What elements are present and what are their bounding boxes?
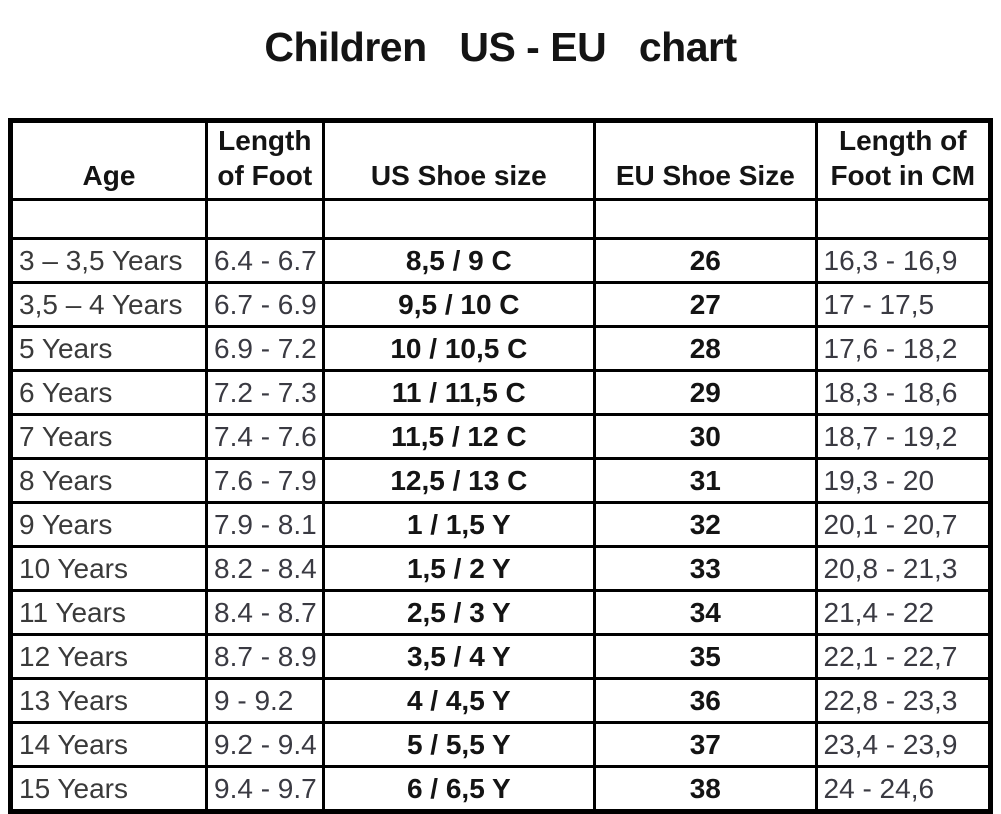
table-cell: 36 <box>593 677 818 724</box>
table-row: 3 – 3,5 Years 6.4 - 6.7 8,5 / 9 C 26 16,3 - … <box>9 237 993 284</box>
table-row: 8 Years 7.6 - 7.9 12,5 / 13 C 31 19,3 - 20 <box>9 457 993 504</box>
table-cell: 14 Years <box>9 721 208 768</box>
table-cell: 3,5 – 4 Years <box>9 281 208 328</box>
table-cell: 13 Years <box>9 677 208 724</box>
table-cell: 29 <box>593 369 818 416</box>
table-cell: 12 Years <box>9 633 208 680</box>
table-cell: 23,4 - 23,9 <box>814 721 993 768</box>
table-cell: 8.2 - 8.4 <box>205 545 325 592</box>
empty-cell <box>205 198 325 240</box>
table-cell: 26 <box>593 237 818 284</box>
table-cell: 7.4 - 7.6 <box>205 413 325 460</box>
table-cell: 16,3 - 16,9 <box>814 237 993 284</box>
table-row: 15 Years 9.4 - 9.7 6 / 6,5 Y 38 24 - 24,6 <box>9 765 993 813</box>
table-cell: 20,1 - 20,7 <box>814 501 993 548</box>
empty-cell <box>814 198 993 240</box>
table-row: 10 Years 8.2 - 8.4 1,5 / 2 Y 33 20,8 - 21,3 <box>9 545 993 592</box>
table-cell: 20,8 - 21,3 <box>814 545 993 592</box>
table-cell: 8.4 - 8.7 <box>205 589 325 636</box>
table-cell: 7.6 - 7.9 <box>205 457 325 504</box>
table-row: 13 Years 9 - 9.2 4 / 4,5 Y 36 22,8 - 23,3 <box>9 677 993 724</box>
table-cell: 38 <box>593 765 818 813</box>
table-cell: 8.7 - 8.9 <box>205 633 325 680</box>
col-header-us-size: US Shoe size <box>321 119 597 201</box>
table-cell: 7.2 - 7.3 <box>205 369 325 416</box>
table-cell: 15 Years <box>9 765 208 813</box>
table-cell: 21,4 - 22 <box>814 589 993 636</box>
table-cell: 12,5 / 13 C <box>321 457 597 504</box>
table-cell: 1 / 1,5 Y <box>321 501 597 548</box>
table-cell: 17 - 17,5 <box>814 281 993 328</box>
table-cell: 34 <box>593 589 818 636</box>
table-row: 7 Years 7.4 - 7.6 11,5 / 12 C 30 18,7 - 19,2 <box>9 413 993 460</box>
col-header-foot-length: Length of Foot <box>205 119 325 201</box>
empty-cell <box>9 198 208 240</box>
col-header-eu-size: EU Shoe Size <box>593 119 818 201</box>
table-cell: 11 Years <box>9 589 208 636</box>
table-cell: 28 <box>593 325 818 372</box>
table-cell: 6 / 6,5 Y <box>321 765 597 813</box>
table-cell: 19,3 - 20 <box>814 457 993 504</box>
table-cell: 33 <box>593 545 818 592</box>
table-row: 5 Years 6.9 - 7.2 10 / 10,5 C 28 17,6 - 18,2 <box>9 325 993 372</box>
table-cell: 18,7 - 19,2 <box>814 413 993 460</box>
table-row: 14 Years 9.2 - 9.4 5 / 5,5 Y 37 23,4 - 23,9 <box>9 721 993 768</box>
table-row: 3,5 – 4 Years 6.7 - 6.9 9,5 / 10 C 27 17 - 1… <box>9 281 993 328</box>
empty-cell <box>321 198 597 240</box>
table-cell: 22,1 - 22,7 <box>814 633 993 680</box>
table-cell: 8 Years <box>9 457 208 504</box>
table-cell: 10 / 10,5 C <box>321 325 597 372</box>
table-cell: 30 <box>593 413 818 460</box>
table-cell: 1,5 / 2 Y <box>321 545 597 592</box>
table-cell: 6.7 - 6.9 <box>205 281 325 328</box>
table-cell: 31 <box>593 457 818 504</box>
table-row: 12 Years 8.7 - 8.9 3,5 / 4 Y 35 22,1 - 22,7 <box>9 633 993 680</box>
table-cell: 9,5 / 10 C <box>321 281 597 328</box>
table-cell: 37 <box>593 721 818 768</box>
col-header-foot-cm: Length of Foot in CM <box>814 119 993 201</box>
size-chart-table: Age Length of Foot US Shoe size EU Shoe … <box>8 118 993 814</box>
table-cell: 8,5 / 9 C <box>321 237 597 284</box>
table-cell: 9.4 - 9.7 <box>205 765 325 813</box>
col-header-age: Age <box>9 119 208 201</box>
header-row: Age Length of Foot US Shoe size EU Shoe … <box>9 119 993 201</box>
table-cell: 6 Years <box>9 369 208 416</box>
table-cell: 17,6 - 18,2 <box>814 325 993 372</box>
table-cell: 4 / 4,5 Y <box>321 677 597 724</box>
table-row: 6 Years 7.2 - 7.3 11 / 11,5 C 29 18,3 - 18,6 <box>9 369 993 416</box>
table-cell: 6.4 - 6.7 <box>205 237 325 284</box>
table-cell: 11,5 / 12 C <box>321 413 597 460</box>
table-cell: 7 Years <box>9 413 208 460</box>
empty-cell <box>593 198 818 240</box>
table-cell: 32 <box>593 501 818 548</box>
table-cell: 5 Years <box>9 325 208 372</box>
table-cell: 7.9 - 8.1 <box>205 501 325 548</box>
table-cell: 9 Years <box>9 501 208 548</box>
spacer-row <box>9 198 993 240</box>
table-cell: 27 <box>593 281 818 328</box>
table-cell: 9.2 - 9.4 <box>205 721 325 768</box>
table-cell: 11 / 11,5 C <box>321 369 597 416</box>
table-cell: 24 - 24,6 <box>814 765 993 813</box>
table-cell: 35 <box>593 633 818 680</box>
table-cell: 5 / 5,5 Y <box>321 721 597 768</box>
table-cell: 6.9 - 7.2 <box>205 325 325 372</box>
table-cell: 2,5 / 3 Y <box>321 589 597 636</box>
table-row: 9 Years 7.9 - 8.1 1 / 1,5 Y 32 20,1 - 20,7 <box>9 501 993 548</box>
table-cell: 10 Years <box>9 545 208 592</box>
table-cell: 18,3 - 18,6 <box>814 369 993 416</box>
table-cell: 22,8 - 23,3 <box>814 677 993 724</box>
table-cell: 3 – 3,5 Years <box>9 237 208 284</box>
page-title: Children US - EU chart <box>264 24 737 70</box>
table-row: 11 Years 8.4 - 8.7 2,5 / 3 Y 34 21,4 - 22 <box>9 589 993 636</box>
table-cell: 9 - 9.2 <box>205 677 325 724</box>
table-cell: 3,5 / 4 Y <box>321 633 597 680</box>
